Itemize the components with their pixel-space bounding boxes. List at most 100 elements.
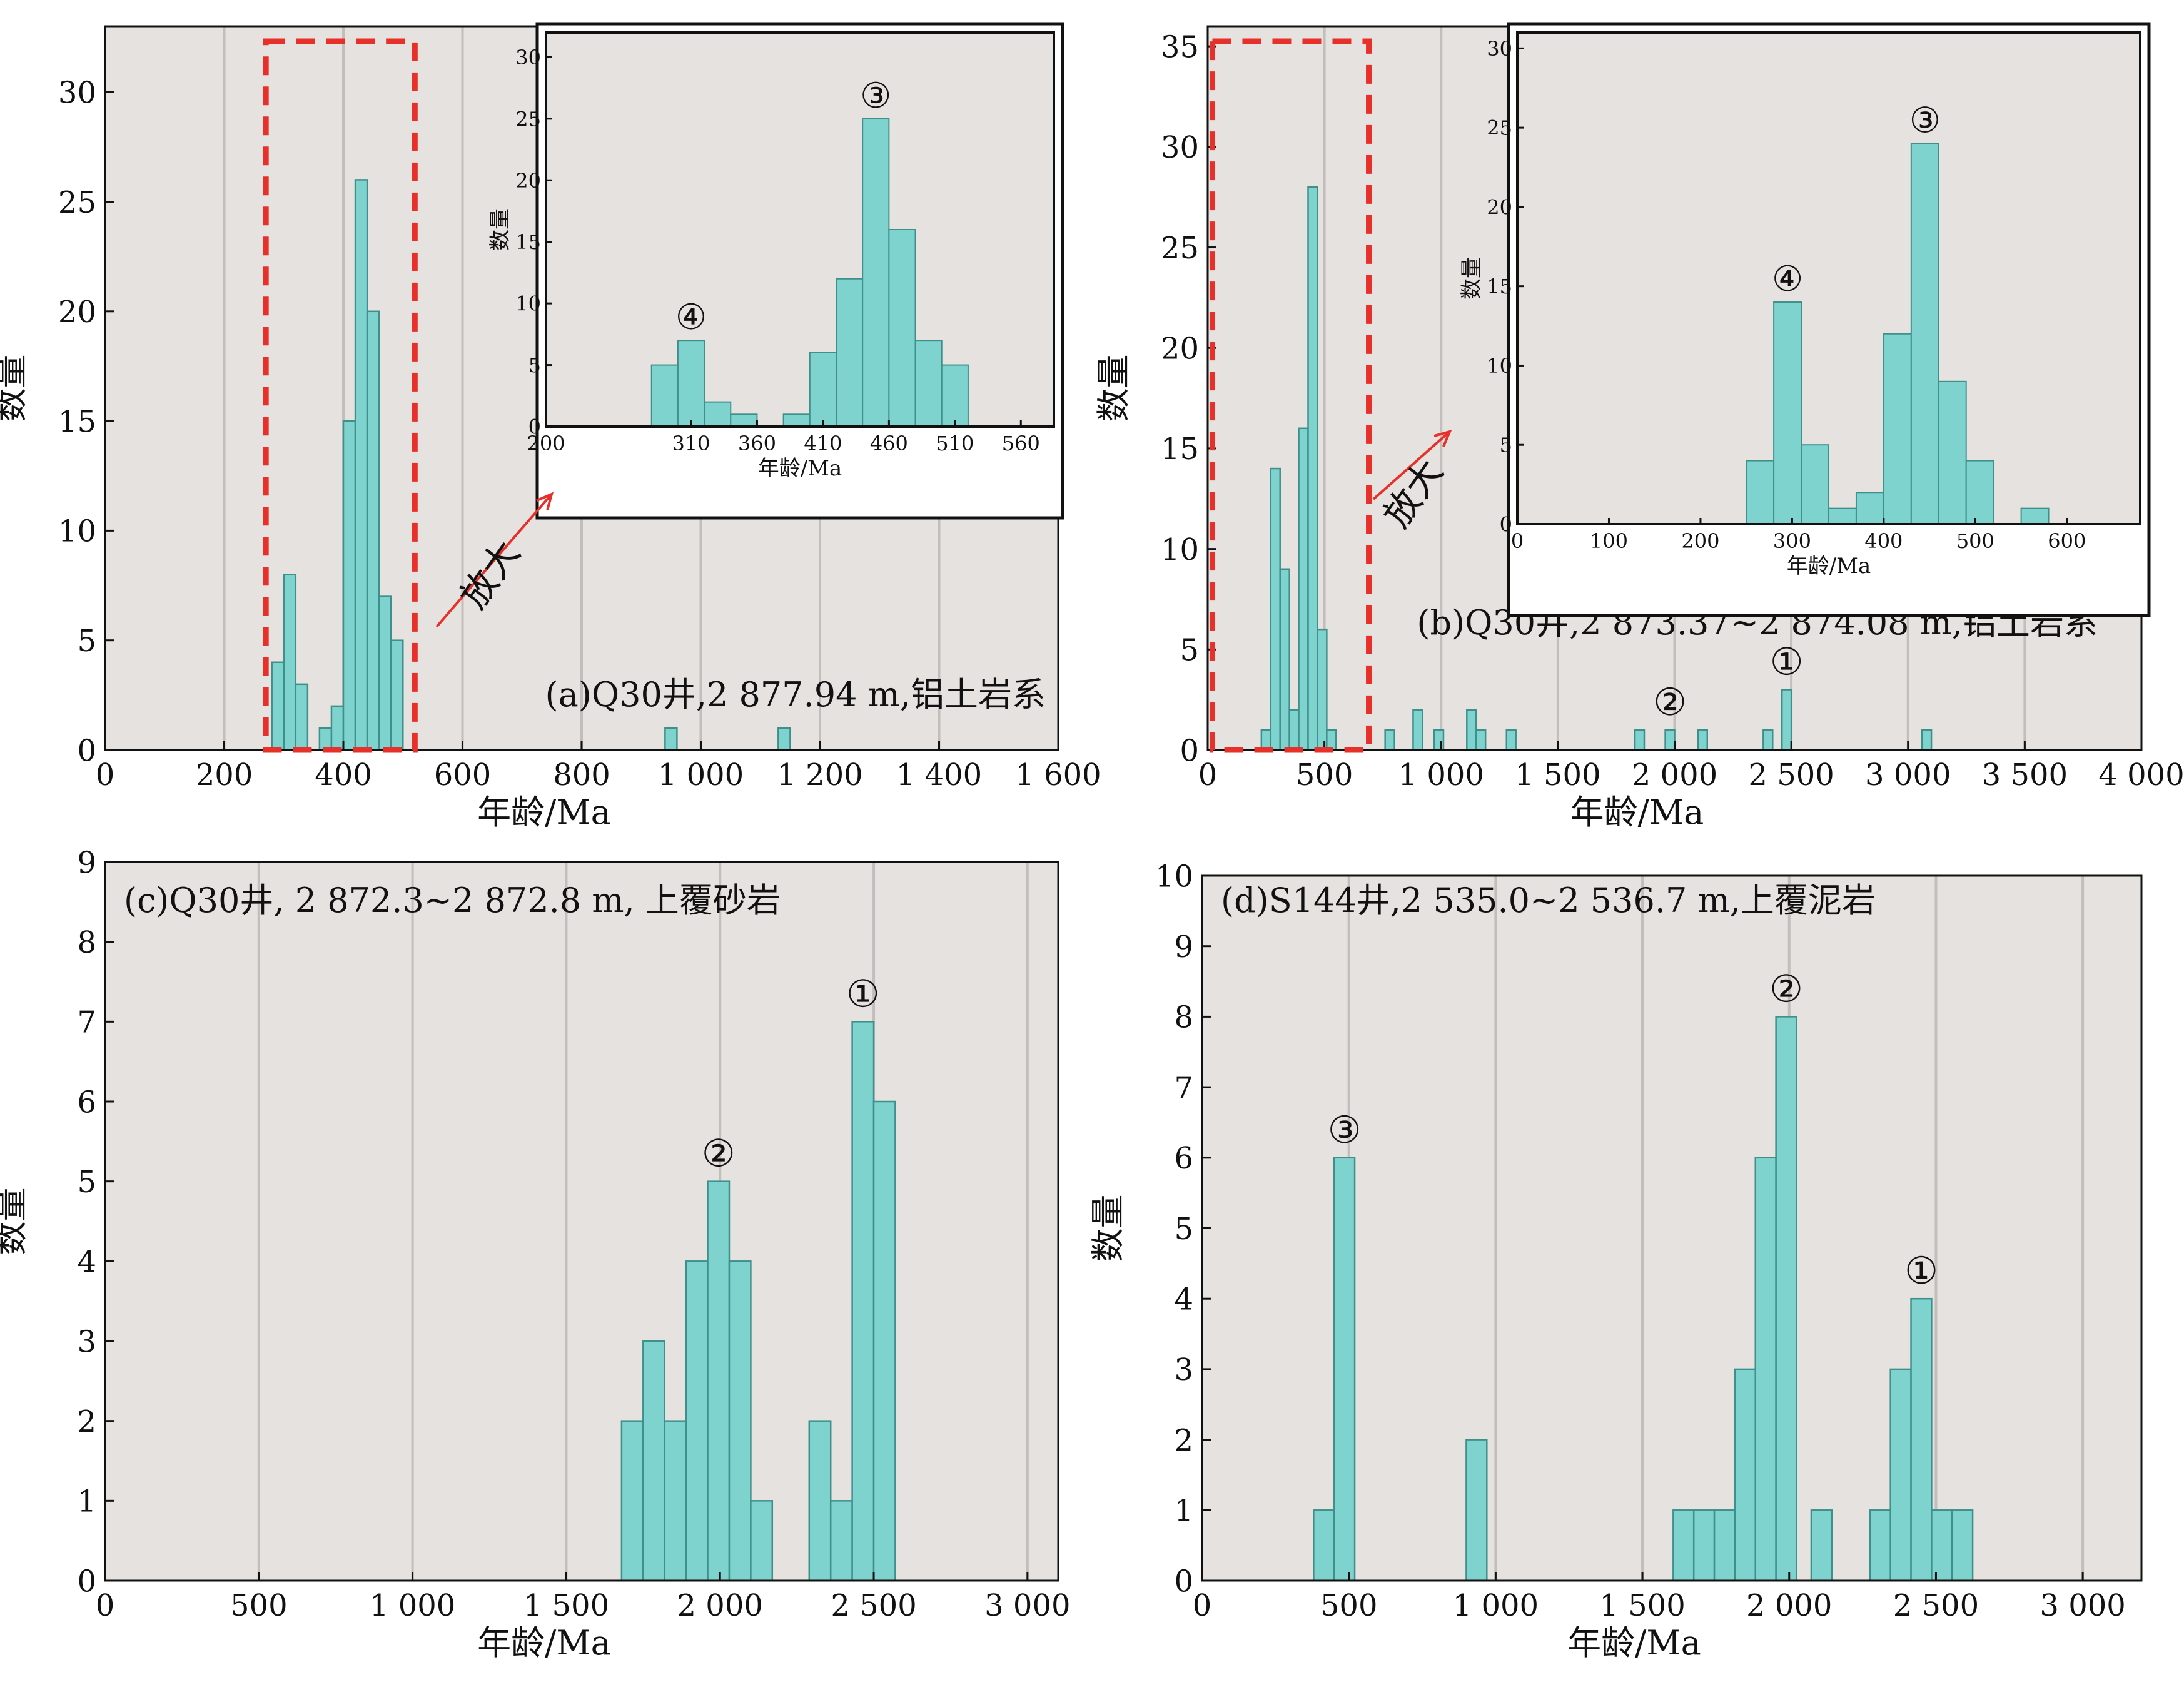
bar bbox=[829, 1500, 853, 1582]
peak-marker: ② bbox=[1653, 681, 1687, 724]
bar bbox=[1855, 492, 1884, 525]
bar bbox=[730, 413, 758, 427]
bar bbox=[1333, 1157, 1356, 1582]
x-tick-label: 2 000 bbox=[1632, 757, 1717, 793]
y-tick-label: 6 bbox=[1174, 1141, 1193, 1176]
bar bbox=[1883, 333, 1912, 525]
bar bbox=[1505, 729, 1517, 751]
x-tick-label: 310 bbox=[672, 432, 710, 455]
bar bbox=[1692, 1509, 1716, 1582]
x-tick-label: 1 000 bbox=[1453, 1588, 1539, 1623]
y-tick-label: 1 bbox=[77, 1484, 96, 1519]
peak-marker: ④ bbox=[1772, 259, 1803, 300]
y-tick-label: 8 bbox=[1174, 1000, 1193, 1035]
bar bbox=[1307, 186, 1318, 751]
x-tick-label: 460 bbox=[870, 432, 908, 455]
x-tick-label: 0 bbox=[1198, 757, 1218, 793]
bar bbox=[1697, 729, 1709, 751]
y-tick-label: 20 bbox=[1161, 332, 1199, 367]
bar bbox=[1746, 460, 1775, 525]
peak-marker: ③ bbox=[860, 76, 891, 116]
y-tick-label: 9 bbox=[77, 845, 96, 880]
y-tick-label: 7 bbox=[1174, 1070, 1193, 1105]
y-axis-title: 数量 bbox=[1459, 257, 1484, 300]
bar bbox=[354, 179, 368, 751]
x-tick-label: 3 000 bbox=[1865, 757, 1951, 793]
bar bbox=[650, 364, 679, 427]
zoom-arrow bbox=[435, 493, 553, 628]
bar bbox=[1921, 729, 1933, 751]
bar bbox=[707, 1180, 731, 1582]
bar bbox=[1910, 143, 1939, 525]
x-tick-label: 100 bbox=[1590, 529, 1628, 553]
x-tick-label: 0 bbox=[96, 1588, 115, 1623]
x-tick-label: 2 500 bbox=[1893, 1588, 1979, 1623]
y-tick-label: 25 bbox=[1161, 231, 1199, 266]
peak-marker: ④ bbox=[675, 297, 707, 338]
y-tick-label: 5 bbox=[77, 624, 96, 659]
y-tick-label: 0 bbox=[1174, 1564, 1193, 1599]
y-tick-label: 7 bbox=[77, 1005, 96, 1040]
y-tick-label: 8 bbox=[77, 925, 96, 960]
y-axis-title: 数量 bbox=[488, 208, 513, 251]
y-tick-label: 2 bbox=[77, 1404, 96, 1439]
bar bbox=[1938, 380, 1967, 525]
y-tick-label: 30 bbox=[515, 46, 541, 69]
x-tick-label: 300 bbox=[1773, 529, 1811, 553]
bar bbox=[664, 727, 678, 751]
y-tick-label: 35 bbox=[1161, 29, 1199, 64]
x-axis-title: 年龄/Ma bbox=[477, 1623, 611, 1663]
x-tick-label: 1 400 bbox=[896, 757, 982, 793]
bar bbox=[1317, 628, 1328, 751]
bar bbox=[1466, 709, 1477, 751]
x-tick-label: 560 bbox=[1002, 432, 1040, 455]
inset-a: 200 310 360 410 460 510 560051015202530年龄/Ma数量… bbox=[488, 31, 1055, 481]
bar bbox=[914, 340, 943, 427]
y-tick-label: 30 bbox=[1161, 130, 1199, 165]
y-tick-label: 0 bbox=[77, 1564, 96, 1599]
y-axis-title: 数量 bbox=[0, 355, 31, 422]
y-tick-label: 30 bbox=[1487, 37, 1512, 61]
zoom-arrowhead bbox=[1433, 429, 1452, 447]
y-tick-label: 4 bbox=[1174, 1282, 1193, 1317]
bar bbox=[1775, 1016, 1797, 1582]
bar bbox=[862, 118, 890, 427]
bar bbox=[1279, 568, 1290, 751]
x-tick-label: 3 000 bbox=[2040, 1588, 2125, 1623]
y-tick-label: 20 bbox=[58, 295, 96, 330]
bar bbox=[1810, 1509, 1833, 1582]
x-tick-label: 360 bbox=[738, 432, 776, 455]
bar bbox=[366, 310, 380, 751]
y-tick-label: 4 bbox=[77, 1245, 96, 1280]
y-tick-label: 15 bbox=[1487, 275, 1512, 298]
x-axis-title: 年龄/Ma bbox=[1787, 554, 1871, 579]
sample-annotation: (d)S144井,2 535.0~2 536.7 m,上覆泥岩 bbox=[1221, 881, 1876, 920]
plot-frame bbox=[1516, 31, 2141, 525]
x-tick-label: 2 500 bbox=[831, 1588, 916, 1623]
x-tick-label: 1 500 bbox=[1599, 1588, 1685, 1623]
bar bbox=[390, 639, 404, 751]
bar bbox=[1672, 1509, 1695, 1582]
x-axis-title: 年龄/Ma bbox=[1567, 1623, 1701, 1663]
plot-frame bbox=[545, 31, 1055, 428]
plot-area bbox=[1202, 876, 2141, 1581]
x-tick-label: 400 bbox=[1864, 529, 1903, 553]
y-tick-label: 20 bbox=[515, 169, 541, 193]
panel-c: 0 500 1 000 1 500 2 000 2 500 3 000 0 1 2 3 4 5 6 7 8 9 年… bbox=[0, 845, 1071, 1663]
bar bbox=[728, 1260, 752, 1582]
y-tick-label: 10 bbox=[1487, 354, 1512, 378]
plot-area bbox=[1517, 33, 2140, 524]
bar bbox=[888, 229, 916, 427]
zoom-box bbox=[263, 38, 418, 753]
x-tick-label: 0 bbox=[1193, 1588, 1212, 1623]
bar bbox=[330, 705, 345, 751]
x-tick-label: 0 bbox=[1511, 529, 1524, 553]
bar bbox=[1326, 729, 1337, 751]
bar bbox=[750, 1500, 774, 1582]
sample-annotation: (a)Q30井,2 877.94 m,铝土岩系 bbox=[545, 675, 1046, 714]
x-tick-label: 200 bbox=[527, 432, 565, 455]
bar bbox=[1889, 1368, 1912, 1582]
y-tick-label: 25 bbox=[515, 107, 541, 131]
x-tick-label: 600 bbox=[2048, 529, 2086, 553]
